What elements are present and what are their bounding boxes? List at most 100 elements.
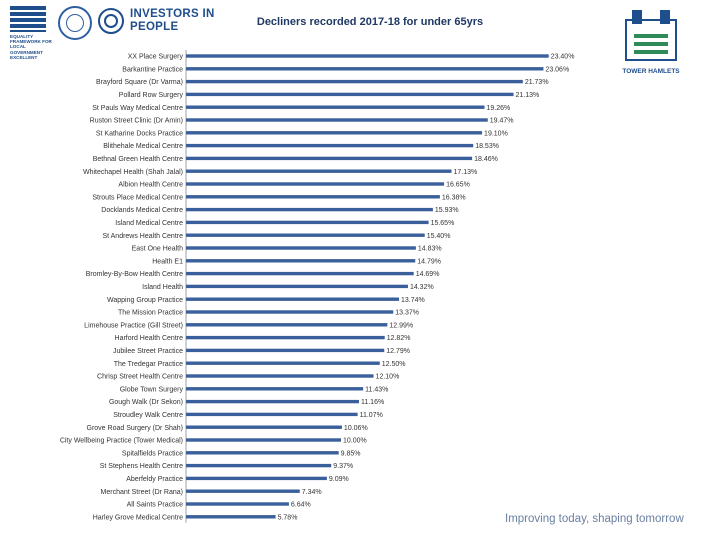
- category-label: Aberfeldy Practice: [126, 476, 183, 483]
- data-label: 12.50%: [382, 361, 406, 368]
- data-label: 10.00%: [343, 438, 367, 445]
- category-label: City Wellbeing Practice (Tower Medical): [60, 438, 183, 445]
- category-label: Pollard Row Surgery: [119, 92, 184, 99]
- category-label: Ruston Street Clinic (Dr Amin): [90, 118, 183, 125]
- data-label: 18.53%: [475, 143, 499, 150]
- category-label: Harford Health Centre: [115, 335, 184, 342]
- data-label: 13.37%: [395, 310, 419, 317]
- bar: [186, 79, 523, 84]
- bar: [186, 348, 385, 353]
- bar: [186, 182, 445, 186]
- bar: [186, 143, 474, 148]
- bar: [186, 335, 385, 340]
- category-label: XX Place Surgery: [128, 54, 184, 61]
- data-label: 13.74%: [401, 297, 425, 304]
- bar: [186, 463, 332, 468]
- bar: [186, 451, 339, 455]
- category-label: Gough Walk (Dr Sekon): [109, 399, 183, 406]
- bar: [186, 489, 300, 493]
- category-label: Albion Health Centre: [118, 182, 183, 189]
- category-label: St Pauls Way Medical Centre: [92, 105, 183, 112]
- data-label: 14.83%: [418, 246, 442, 253]
- tower-hamlets-logo-text: TOWER HAMLETS: [622, 68, 680, 75]
- data-label: 18.46%: [474, 156, 498, 163]
- data-label: 9.37%: [333, 463, 353, 470]
- data-label: 21.13%: [516, 92, 540, 99]
- data-label: 12.79%: [386, 348, 410, 355]
- bar: [186, 233, 425, 237]
- bar: [186, 118, 488, 122]
- category-label: Bethnal Green Health Centre: [93, 156, 183, 163]
- bar: [186, 195, 440, 199]
- data-label: 16.65%: [446, 182, 470, 189]
- bar: [186, 54, 549, 58]
- equality-stripes-icon: [10, 6, 46, 32]
- category-label: Barkantine Practice: [122, 66, 183, 73]
- equality-logo-text: EQUALITY FRAMEWORK FOR LOCAL GOVERNMENT …: [10, 34, 52, 60]
- bar: [186, 271, 414, 276]
- data-label: 19.10%: [484, 130, 508, 137]
- data-label: 19.47%: [490, 118, 514, 125]
- bar: [186, 387, 364, 391]
- category-label: St Andrews Health Centre: [102, 233, 183, 240]
- category-label: Strouts Place Medical Centre: [92, 194, 183, 201]
- category-label: Wapping Group Practice: [107, 297, 183, 304]
- bar: [186, 502, 289, 506]
- category-label: Blithehale Medical Centre: [103, 143, 183, 150]
- bar: [186, 105, 485, 109]
- data-label: 5.78%: [278, 514, 298, 521]
- bar: [186, 515, 276, 519]
- investors-logo-text: INVESTORS IN PEOPLE: [130, 8, 215, 33]
- data-label: 16.38%: [442, 194, 466, 201]
- category-label: East One Health: [132, 246, 183, 253]
- category-label: Jubilee Street Practice: [113, 348, 183, 355]
- data-label: 19.26%: [487, 105, 511, 112]
- category-label: Harley Grove Medical Centre: [93, 514, 183, 521]
- category-label: The Tredegar Practice: [114, 361, 183, 368]
- bar: [186, 438, 341, 442]
- data-label: 12.82%: [387, 335, 411, 342]
- category-label: Health E1: [152, 258, 183, 265]
- data-label: 14.79%: [417, 258, 441, 265]
- bar: [186, 412, 358, 417]
- bar: [186, 169, 452, 173]
- data-label: 11.43%: [365, 386, 388, 393]
- category-label: Chrisp Street Health Centre: [97, 374, 183, 381]
- category-label: Whitechapel Health (Shah Jalal): [83, 169, 183, 176]
- data-label: 17.13%: [454, 169, 478, 176]
- category-label: St Stephens Health Centre: [100, 463, 183, 470]
- data-label: 7.34%: [302, 489, 322, 496]
- bar: [186, 284, 408, 289]
- bar: [186, 220, 429, 225]
- data-label: 12.99%: [389, 322, 413, 329]
- category-label: Globe Town Surgery: [120, 386, 184, 393]
- data-label: 11.16%: [361, 399, 384, 406]
- investors-circle-icon: [98, 8, 124, 34]
- bar: [186, 323, 388, 327]
- category-label: St Katharine Docks Practice: [96, 130, 183, 137]
- data-label: 23.06%: [545, 66, 569, 73]
- data-label: 12.10%: [376, 374, 400, 381]
- category-label: Merchant Street (Dr Rana): [101, 489, 183, 496]
- chart-title: Decliners recorded 2017-18 for under 65y…: [256, 16, 484, 28]
- bar: [186, 425, 342, 429]
- bar: [186, 246, 416, 250]
- data-label: 15.40%: [427, 233, 451, 240]
- data-label: 6.64%: [291, 502, 311, 509]
- data-label: 9.85%: [341, 450, 361, 457]
- investors-in-people-logo: INVESTORS IN PEOPLE: [98, 8, 218, 38]
- data-label: 10.06%: [344, 425, 368, 432]
- bar: [186, 361, 380, 365]
- bar: [186, 259, 416, 263]
- data-label: 21.73%: [525, 79, 549, 86]
- footer-tagline: Improving today, shaping tomorrow: [505, 513, 684, 525]
- data-label: 15.65%: [431, 220, 455, 227]
- category-label: Bromley-By-Bow Health Centre: [86, 271, 183, 278]
- bar: [186, 67, 544, 71]
- bar: [186, 297, 399, 301]
- bar: [186, 156, 473, 161]
- data-label: 23.40%: [551, 54, 575, 61]
- bar: [186, 207, 433, 212]
- data-label: 14.32%: [410, 284, 434, 291]
